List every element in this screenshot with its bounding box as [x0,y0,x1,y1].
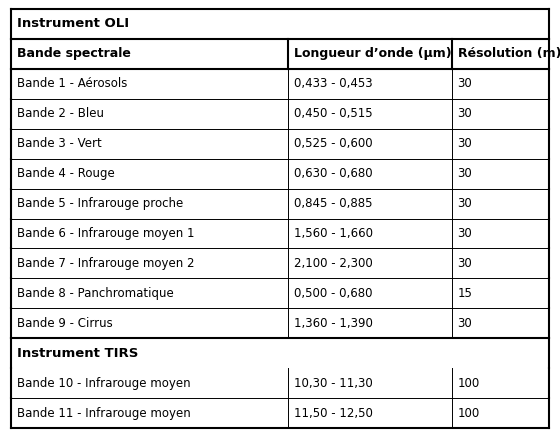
Text: 0,630 - 0,680: 0,630 - 0,680 [293,167,372,180]
Text: 0,500 - 0,680: 0,500 - 0,680 [293,287,372,300]
Text: Bande 4 - Rouge: Bande 4 - Rouge [17,167,115,180]
Text: 30: 30 [458,227,473,240]
Text: 30: 30 [458,77,473,90]
Text: 1,360 - 1,390: 1,360 - 1,390 [293,317,372,330]
Text: 30: 30 [458,167,473,180]
Text: 30: 30 [458,317,473,330]
Text: Bande 9 - Cirrus: Bande 9 - Cirrus [17,317,113,330]
Text: 1,560 - 1,660: 1,560 - 1,660 [293,227,372,240]
Text: 0,450 - 0,515: 0,450 - 0,515 [293,107,372,120]
Text: 10,30 - 11,30: 10,30 - 11,30 [293,377,372,390]
Text: 15: 15 [458,287,473,300]
Text: Bande 5 - Infrarouge proche: Bande 5 - Infrarouge proche [17,197,183,210]
Text: 0,845 - 0,885: 0,845 - 0,885 [293,197,372,210]
Text: 30: 30 [458,107,473,120]
Text: Instrument OLI: Instrument OLI [17,17,129,30]
Text: Résolution (m): Résolution (m) [458,47,560,60]
Text: 0,433 - 0,453: 0,433 - 0,453 [293,77,372,90]
Text: Bande 3 - Vert: Bande 3 - Vert [17,137,101,150]
Text: 2,100 - 2,300: 2,100 - 2,300 [293,257,372,270]
Text: Longueur d’onde (μm): Longueur d’onde (μm) [293,47,451,60]
Text: Bande 1 - Aérosols: Bande 1 - Aérosols [17,77,127,90]
Text: 100: 100 [458,407,480,420]
Text: Bande 11 - Infrarouge moyen: Bande 11 - Infrarouge moyen [17,407,190,420]
Text: Bande 2 - Bleu: Bande 2 - Bleu [17,107,104,120]
Text: 30: 30 [458,257,473,270]
Text: Bande 7 - Infrarouge moyen 2: Bande 7 - Infrarouge moyen 2 [17,257,194,270]
Text: 100: 100 [458,377,480,390]
Text: Bande spectrale: Bande spectrale [17,47,130,60]
Text: 0,525 - 0,600: 0,525 - 0,600 [293,137,372,150]
Text: 30: 30 [458,137,473,150]
Text: Bande 10 - Infrarouge moyen: Bande 10 - Infrarouge moyen [17,377,190,390]
Text: 30: 30 [458,197,473,210]
Text: 11,50 - 12,50: 11,50 - 12,50 [293,407,372,420]
Text: Bande 6 - Infrarouge moyen 1: Bande 6 - Infrarouge moyen 1 [17,227,194,240]
Text: Instrument TIRS: Instrument TIRS [17,347,138,360]
Text: Bande 8 - Panchromatique: Bande 8 - Panchromatique [17,287,174,300]
